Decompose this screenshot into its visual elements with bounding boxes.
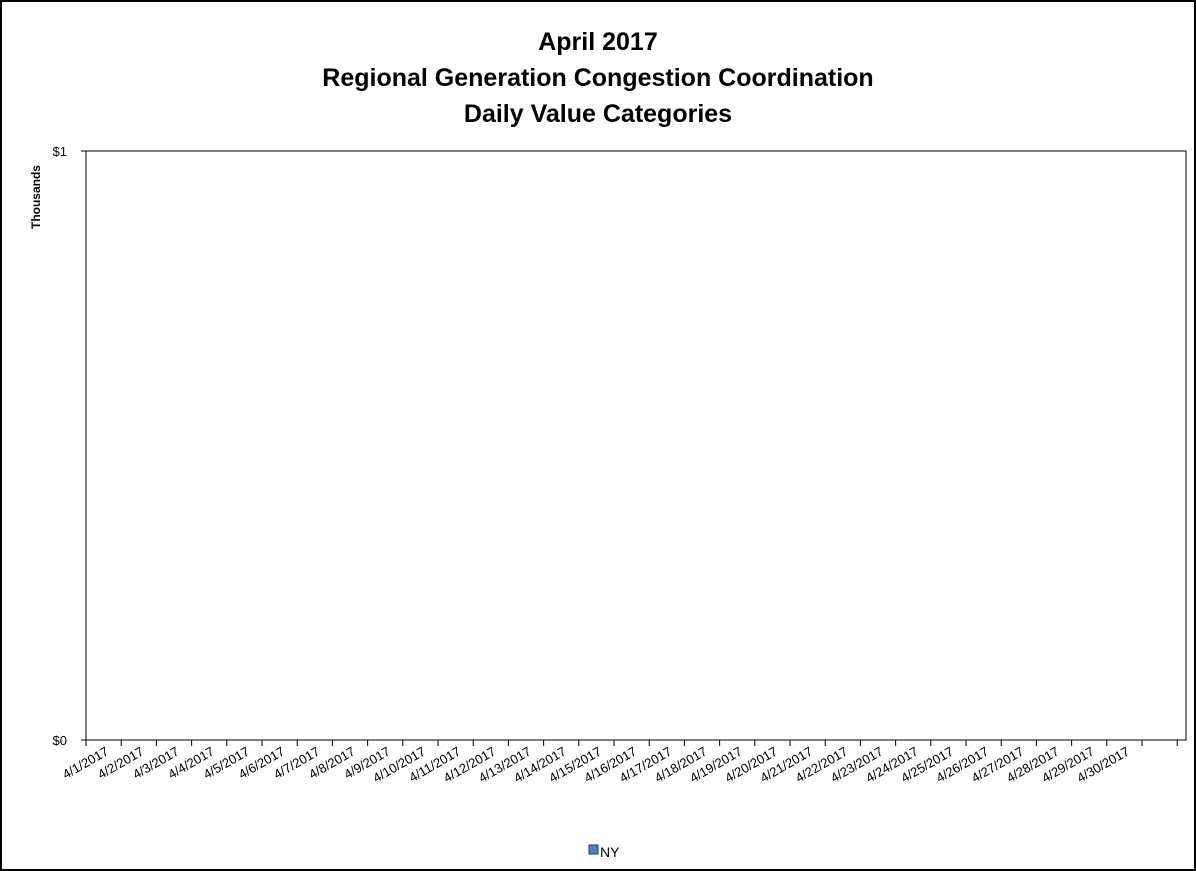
legend: NY [588,844,620,860]
y-tick-label: $1 [53,144,67,159]
legend-swatch-ny [588,844,599,855]
chart-title-line-1: April 2017 [538,28,658,56]
y-tick-label: $0 [53,733,67,748]
y-axis-ticks: $0 $1 [53,144,86,748]
y-axis-label: Thousands [29,165,43,229]
x-axis-ticks: 4/1/20174/2/20174/3/20174/4/20174/5/2017… [60,740,1178,786]
legend-label-ny: NY [600,844,620,860]
chart-title-line-2: Regional Generation Congestion Coordinat… [322,64,873,92]
plot-area [85,150,1187,741]
chart-title-line-3: Daily Value Categories [464,100,732,128]
